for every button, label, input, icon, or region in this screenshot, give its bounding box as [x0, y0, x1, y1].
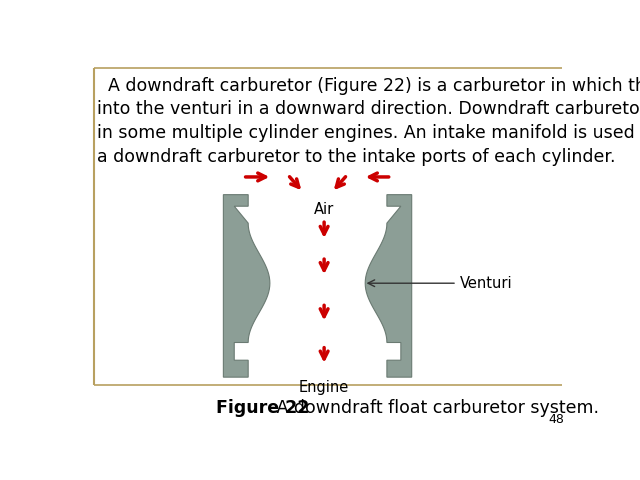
Text: Figure 22: Figure 22	[216, 399, 309, 417]
Polygon shape	[365, 195, 412, 377]
Text: A downdraft carburetor (Figure 22) is a carburetor in which the air flows
into t: A downdraft carburetor (Figure 22) is a …	[97, 77, 640, 166]
Text: Venturi: Venturi	[368, 276, 513, 291]
Polygon shape	[223, 195, 270, 377]
Text: A downdraft float carburetor system.: A downdraft float carburetor system.	[271, 399, 600, 417]
Text: Air: Air	[314, 203, 334, 217]
Text: 48: 48	[548, 413, 564, 426]
Text: Engine: Engine	[299, 380, 349, 395]
